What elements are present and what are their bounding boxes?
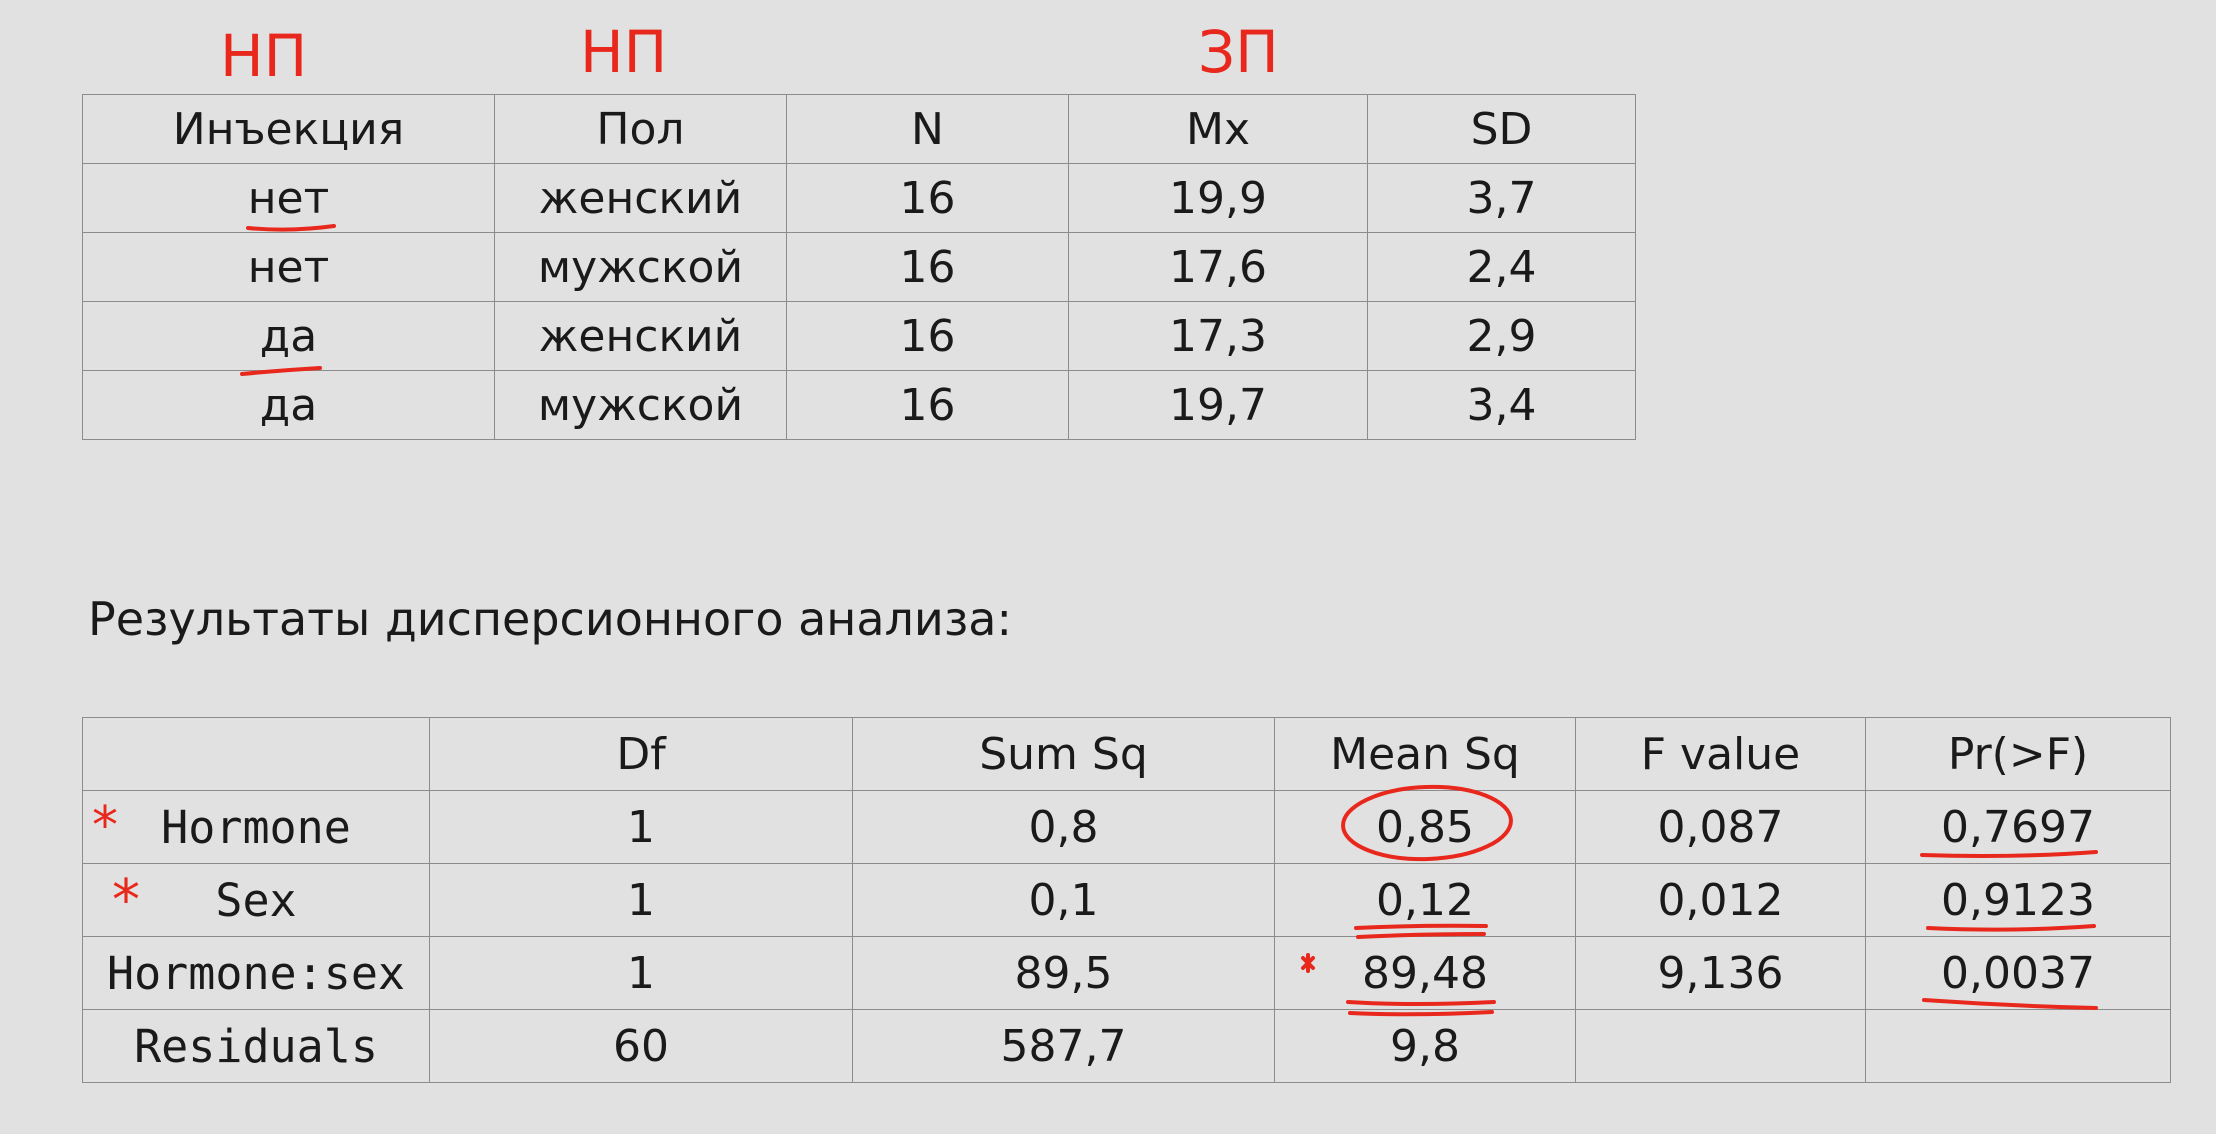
groups-header-row: Инъекция Пол N Mx SD <box>82 94 1636 164</box>
annotation-np-sex: НП <box>580 18 668 86</box>
anova-table: Df Sum Sq Mean Sq F value Pr(>F) Hormone… <box>82 717 2171 1083</box>
header-df: Df <box>429 717 853 791</box>
cell-injection: да <box>82 370 495 440</box>
table-row: да женский 16 17,3 2,9 <box>82 301 1636 371</box>
asterisk-hormone: * <box>92 796 118 856</box>
cell-sd: 2,4 <box>1367 232 1636 302</box>
cell-df: 1 <box>429 863 853 937</box>
cell-f-value: 9,136 <box>1575 936 1866 1010</box>
cell-mx: 19,9 <box>1068 163 1368 233</box>
cell-sum-sq: 0,1 <box>852 863 1275 937</box>
cell-term: Hormone <box>82 790 430 864</box>
table-row: Hormone:sex 1 89,5 89,48 9,136 0,0037 <box>82 936 2171 1010</box>
section-title: Результаты дисперсионного анализа: <box>88 592 1012 646</box>
cell-mean-sq: 89,48 <box>1274 936 1576 1010</box>
header-sex: Пол <box>494 94 787 164</box>
cell-p-value: 0,7697 <box>1865 790 2171 864</box>
cell-sex: женский <box>494 301 787 371</box>
cell-p-value: 0,9123 <box>1865 863 2171 937</box>
header-injection: Инъекция <box>82 94 495 164</box>
annotation-zp-mx: ЗП <box>1198 18 1279 86</box>
cell-sd: 3,4 <box>1367 370 1636 440</box>
cell-sd: 3,7 <box>1367 163 1636 233</box>
cell-sum-sq: 587,7 <box>852 1009 1275 1083</box>
cell-mx: 19,7 <box>1068 370 1368 440</box>
cell-term: Sex <box>82 863 430 937</box>
cell-mean-sq: 9,8 <box>1274 1009 1576 1083</box>
cell-sex: мужской <box>494 232 787 302</box>
cell-mean-sq: 0,12 <box>1274 863 1576 937</box>
cell-sex: женский <box>494 163 787 233</box>
cell-f-value: 0,012 <box>1575 863 1866 937</box>
cell-mean-sq: 0,85 <box>1274 790 1576 864</box>
cell-n: 16 <box>786 370 1069 440</box>
table-row: нет женский 16 19,9 3,7 <box>82 163 1636 233</box>
cell-injection: нет <box>82 163 495 233</box>
table-row: Residuals 60 587,7 9,8 <box>82 1009 2171 1083</box>
annotation-np-injection: НП <box>220 22 308 90</box>
cell-term: Hormone:sex <box>82 936 430 1010</box>
cell-p-value: 0,0037 <box>1865 936 2171 1010</box>
asterisk-sex: * <box>112 868 140 933</box>
header-term <box>82 717 430 791</box>
header-sum-sq: Sum Sq <box>852 717 1275 791</box>
header-n: N <box>786 94 1069 164</box>
header-mean-sq: Mean Sq <box>1274 717 1576 791</box>
cell-sd: 2,9 <box>1367 301 1636 371</box>
cell-n: 16 <box>786 163 1069 233</box>
cell-df: 1 <box>429 936 853 1010</box>
cell-f-value <box>1575 1009 1866 1083</box>
cell-injection: да <box>82 301 495 371</box>
cell-sex: мужской <box>494 370 787 440</box>
cell-injection: нет <box>82 232 495 302</box>
header-f-value: F value <box>1575 717 1866 791</box>
table-row: да мужской 16 19,7 3,4 <box>82 370 1636 440</box>
cell-n: 16 <box>786 301 1069 371</box>
header-sd: SD <box>1367 94 1636 164</box>
cell-mx: 17,6 <box>1068 232 1368 302</box>
cell-term: Residuals <box>82 1009 430 1083</box>
cell-sum-sq: 0,8 <box>852 790 1275 864</box>
anova-header-row: Df Sum Sq Mean Sq F value Pr(>F) <box>82 717 2171 791</box>
cell-sum-sq: 89,5 <box>852 936 1275 1010</box>
table-row: Hormone 1 0,8 0,85 0,087 0,7697 <box>82 790 2171 864</box>
cell-n: 16 <box>786 232 1069 302</box>
cell-df: 1 <box>429 790 853 864</box>
header-mx: Mx <box>1068 94 1368 164</box>
cell-p-value <box>1865 1009 2171 1083</box>
header-p-value: Pr(>F) <box>1865 717 2171 791</box>
cell-mx: 17,3 <box>1068 301 1368 371</box>
groups-table: Инъекция Пол N Mx SD нет женский 16 19,9… <box>82 94 1636 440</box>
cell-f-value: 0,087 <box>1575 790 1866 864</box>
table-row: Sex 1 0,1 0,12 0,012 0,9123 <box>82 863 2171 937</box>
table-row: нет мужской 16 17,6 2,4 <box>82 232 1636 302</box>
cell-df: 60 <box>429 1009 853 1083</box>
